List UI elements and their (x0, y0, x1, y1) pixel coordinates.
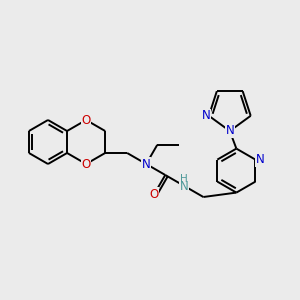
Text: N: N (225, 124, 234, 137)
Text: H: H (180, 174, 188, 184)
Text: O: O (82, 158, 91, 170)
Text: O: O (82, 113, 91, 127)
Text: N: N (142, 158, 151, 170)
Text: N: N (256, 153, 265, 166)
Text: N: N (202, 109, 210, 122)
Text: O: O (150, 188, 159, 201)
Text: N: N (180, 179, 189, 193)
